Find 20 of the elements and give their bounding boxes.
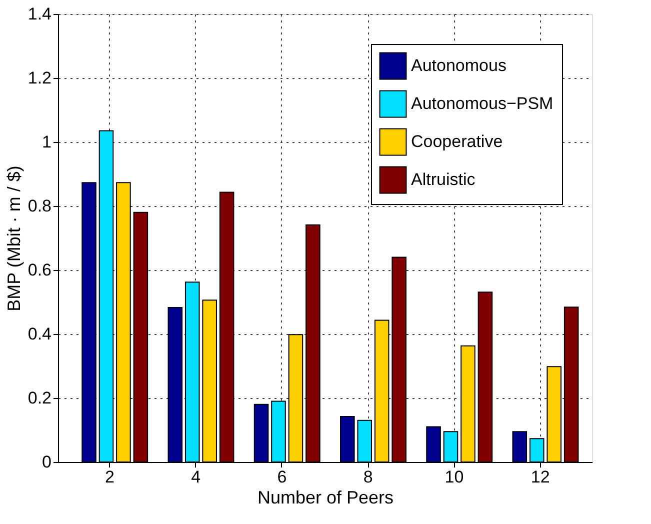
x-tick-label: 10 bbox=[444, 468, 464, 486]
x-tick-label: 12 bbox=[530, 468, 550, 486]
x-tick-label: 4 bbox=[191, 468, 201, 486]
legend-label: Autonomous−PSM bbox=[411, 94, 554, 113]
legend-label: Autonomous bbox=[411, 56, 506, 75]
y-tick-label: 0.6 bbox=[28, 260, 52, 280]
y-tick-label: 0.2 bbox=[28, 388, 52, 408]
y-tick-label: 1.2 bbox=[28, 68, 52, 88]
x-axis-title: Number of Peers bbox=[257, 488, 394, 508]
y-tick-label: 0.8 bbox=[28, 196, 52, 216]
legend-label: Altruistic bbox=[411, 170, 476, 189]
y-tick-label: 0.4 bbox=[28, 324, 52, 344]
y-axis-title: BMP (Mbit · m / $) bbox=[4, 166, 24, 312]
x-tick-label: 2 bbox=[104, 468, 114, 486]
x-tick-label: 6 bbox=[277, 468, 287, 486]
x-tick-label: 8 bbox=[363, 468, 373, 486]
y-tick-label: 1.4 bbox=[28, 4, 52, 24]
y-tick-label: 0 bbox=[42, 452, 52, 472]
y-tick-label: 1 bbox=[42, 132, 52, 152]
legend-label: Cooperative bbox=[411, 132, 503, 151]
